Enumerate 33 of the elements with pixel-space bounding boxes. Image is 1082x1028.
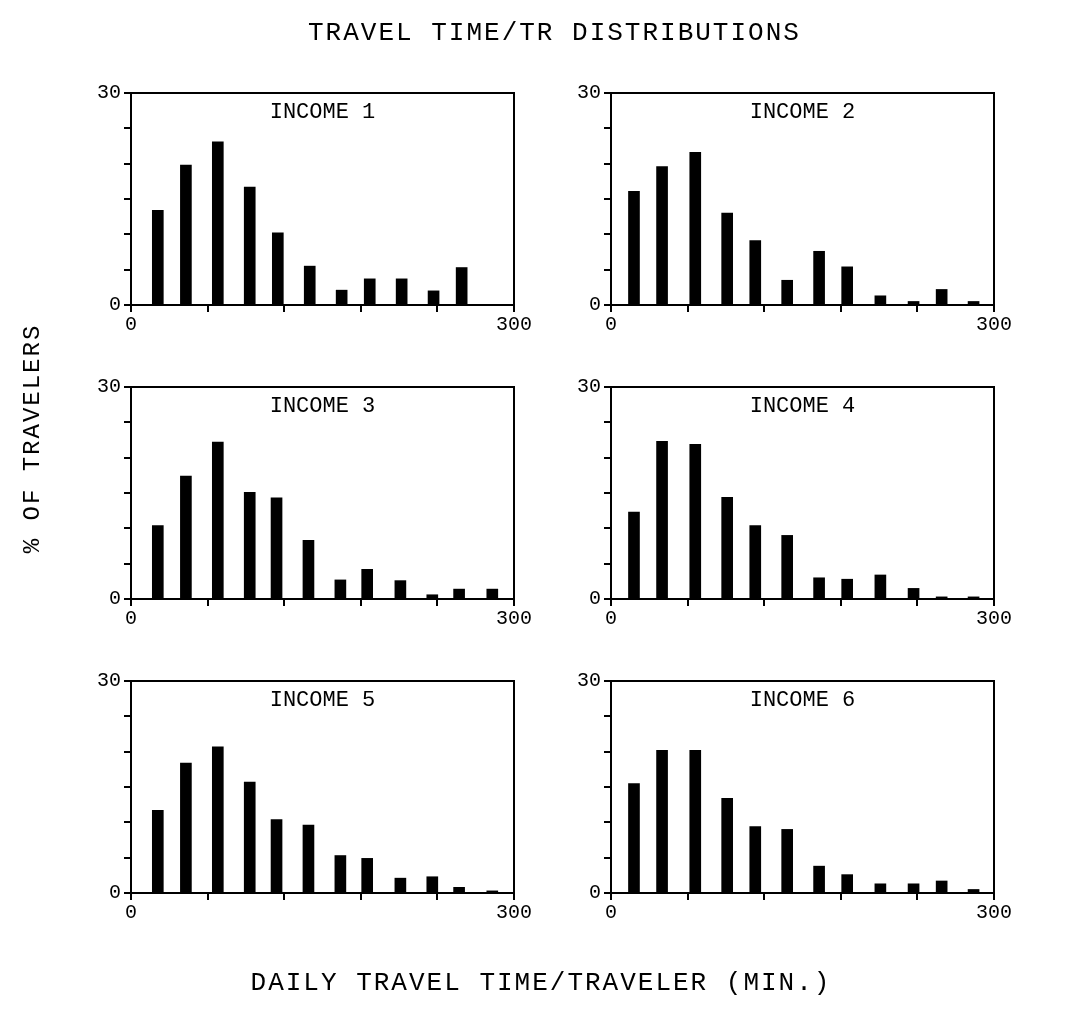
x-tick-label: 300 xyxy=(495,313,533,337)
y-tick-label: 0 xyxy=(108,587,121,611)
chart-title: INCOME 1 xyxy=(269,99,376,125)
chart-title: INCOME 6 xyxy=(749,687,856,713)
chart-title: INCOME 4 xyxy=(749,393,856,419)
x-tick-label: 300 xyxy=(495,607,533,631)
y-tick-label: 0 xyxy=(588,587,601,611)
x-tick-label: 300 xyxy=(975,607,1013,631)
y-tick-label: 30 xyxy=(96,669,121,693)
x-tick-label: 300 xyxy=(975,313,1013,337)
y-tick-label: 30 xyxy=(576,81,601,105)
x-tick-label: 300 xyxy=(495,901,533,925)
chart-title: INCOME 2 xyxy=(749,99,856,125)
x-tick-label: 0 xyxy=(604,901,618,925)
y-tick-label: 30 xyxy=(96,375,121,399)
text: TRAVEL TIME/TR DISTRIBUTIONS xyxy=(308,18,801,48)
y-tick-label: 30 xyxy=(576,669,601,693)
y-tick-label: 0 xyxy=(108,881,121,905)
x-tick-label: 0 xyxy=(604,313,618,337)
x-tick-label: 0 xyxy=(124,901,138,925)
y-tick-label: 0 xyxy=(108,293,121,317)
x-tick-label: 300 xyxy=(975,901,1013,925)
x-tick-label: 0 xyxy=(604,607,618,631)
chart-title: INCOME 3 xyxy=(269,393,376,419)
chart-title: INCOME 5 xyxy=(269,687,376,713)
y-tick-label: 0 xyxy=(588,293,601,317)
x-tick-label: 0 xyxy=(124,313,138,337)
y-tick-label: 0 xyxy=(588,881,601,905)
x-tick-label: 0 xyxy=(124,607,138,631)
text: DAILY TRAVEL TIME/TRAVELER (MIN.) xyxy=(249,968,833,998)
y-tick-label: 30 xyxy=(576,375,601,399)
y-tick-label: 30 xyxy=(96,81,121,105)
text: % OF TRAVELERS xyxy=(19,323,47,553)
